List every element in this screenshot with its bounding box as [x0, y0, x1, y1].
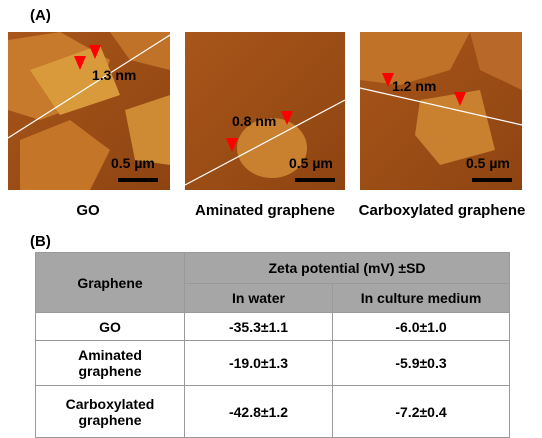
page: (A) 1.3 nm 0.5 µm 0.8 nm 0.5 µm 1.2 nm 0… [0, 0, 542, 435]
scale-label: 0.5 µm [289, 155, 333, 171]
column-header: In water [185, 284, 333, 313]
height-label: 1.3 nm [92, 67, 136, 83]
image-caption: Carboxylated graphene [359, 202, 526, 219]
afm-image: 0.8 nm 0.5 µm [185, 32, 345, 190]
cell: -5.9±0.3 [333, 341, 510, 386]
afm-image: 1.2 nm 0.5 µm [360, 32, 522, 190]
height-label: 0.8 nm [232, 113, 276, 129]
height-label: 1.2 nm [392, 78, 436, 94]
cell: -7.2±0.4 [333, 386, 510, 438]
column-header: In culture medium [333, 284, 510, 313]
zeta-table: Graphene Zeta potential (mV) ±SD In wate… [35, 252, 510, 438]
scale-label: 0.5 µm [466, 155, 510, 171]
panel-label: (A) [30, 7, 51, 24]
cell: -35.3±1.1 [185, 313, 333, 341]
cell: GO [36, 313, 185, 341]
cell: -42.8±1.2 [185, 386, 333, 438]
cell-text: GO [99, 319, 121, 335]
row-header: Graphene [36, 253, 185, 313]
afm-image: 1.3 nm 0.5 µm [8, 32, 170, 190]
cell: -19.0±1.3 [185, 341, 333, 386]
cell: Carboxylated graphene [36, 386, 185, 438]
image-caption: GO [76, 202, 100, 219]
cell: Aminated graphene [36, 341, 185, 386]
panel-a: (A) 1.3 nm 0.5 µm 0.8 nm 0.5 µm 1.2 nm 0… [0, 0, 542, 250]
cell-text: Aminated graphene [60, 347, 160, 379]
panel-label: (B) [30, 233, 51, 250]
image-caption: Aminated graphene [195, 202, 335, 219]
scale-label: 0.5 µm [111, 155, 155, 171]
group-header: Zeta potential (mV) ±SD [185, 253, 510, 284]
cell-text: Carboxylated graphene [55, 396, 165, 428]
cell: -6.0±1.0 [333, 313, 510, 341]
